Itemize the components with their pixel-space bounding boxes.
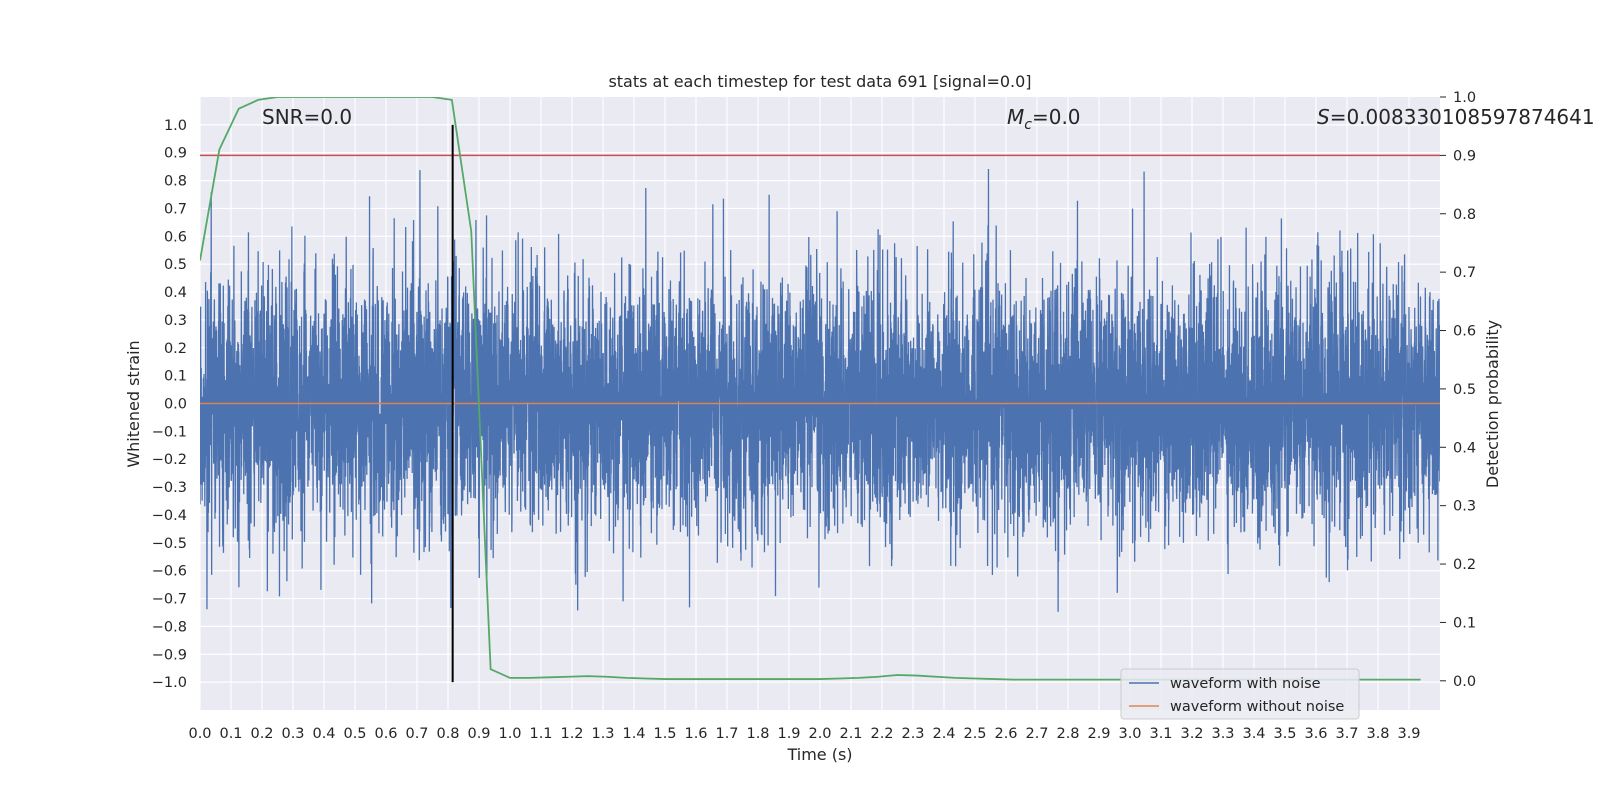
x-tick-label: 0.3 <box>281 726 304 742</box>
x-tick-label: 2.3 <box>901 726 924 742</box>
x-tick-label: 1.0 <box>498 726 521 742</box>
right-tick-label: 0.7 <box>1453 265 1476 281</box>
right-tick-label: 1.0 <box>1453 90 1476 106</box>
x-tick-label: 3.0 <box>1118 726 1141 742</box>
y-tick-label: −0.8 <box>152 619 187 635</box>
y-tick-label: 0.6 <box>164 229 187 245</box>
y-tick-label: 0.2 <box>164 341 187 357</box>
x-tick-label: 0.2 <box>250 726 273 742</box>
x-tick-label: 1.8 <box>746 726 769 742</box>
x-tick-label: 2.6 <box>994 726 1017 742</box>
x-tick-label: 1.4 <box>622 726 645 742</box>
x-tick-label: 0.8 <box>436 726 459 742</box>
legend-label-clean: waveform without noise <box>1170 699 1344 715</box>
right-tick-label: 0.1 <box>1453 615 1476 631</box>
x-tick-label: 2.7 <box>1025 726 1048 742</box>
x-tick-label: 3.9 <box>1397 726 1420 742</box>
series-waveform-with-noise <box>200 169 1440 612</box>
right-axis-ticks: 1.0 0.9 0.8 0.7 0.6 0.5 0.4 0.3 0.2 0.1 0.0 <box>1440 90 1476 690</box>
x-axis-label: Time (s) <box>786 745 852 764</box>
x-tick-label: 3.6 <box>1304 726 1327 742</box>
x-tick-label: 1.5 <box>653 726 676 742</box>
x-tick-label: 0.1 <box>219 726 242 742</box>
legend-box <box>1120 668 1360 720</box>
x-tick-label: 2.4 <box>932 726 955 742</box>
x-tick-label: 3.1 <box>1149 726 1172 742</box>
chirp-mass-subscript: c <box>1024 117 1032 133</box>
right-tick-label: 0.0 <box>1453 674 1476 690</box>
legend-label-noisy: waveform with noise <box>1170 676 1321 692</box>
y-tick-label: −0.5 <box>152 536 187 552</box>
y-tick-label: −0.9 <box>152 647 187 663</box>
x-tick-label: 1.1 <box>529 726 552 742</box>
x-tick-label: 2.5 <box>963 726 986 742</box>
snr-annotation: SNR=0.0 <box>262 105 352 129</box>
x-tick-label: 1.3 <box>591 726 614 742</box>
y-tick-label: 0.8 <box>164 174 187 190</box>
y-tick-label: 0.0 <box>164 397 187 413</box>
x-tick-label: 1.6 <box>684 726 707 742</box>
y-axis-ticks: 1.0 0.9 0.8 0.7 0.6 0.5 0.4 0.3 0.2 0.1 0.0 −0.1 −0.… <box>152 118 187 691</box>
x-tick-label: 0.7 <box>405 726 428 742</box>
right-tick-label: 0.3 <box>1453 499 1476 515</box>
y-tick-label: −0.7 <box>152 592 187 608</box>
right-tick-label: 0.6 <box>1453 324 1476 340</box>
y-tick-label: −1.0 <box>152 675 187 691</box>
x-tick-label: 3.5 <box>1273 726 1296 742</box>
x-tick-label: 1.9 <box>777 726 800 742</box>
y-tick-label: −0.2 <box>152 452 187 468</box>
y-tick-label: 0.7 <box>164 201 187 217</box>
y-tick-label: 0.3 <box>164 313 187 329</box>
x-axis-ticks: 0.0 0.1 0.2 0.3 0.4 0.5 0.6 0.7 0.8 0.9 1.0 1.1 1.2 1… <box>188 726 1420 742</box>
x-tick-label: 0.4 <box>312 726 335 742</box>
s-annotation: S=0.008330108597874641 <box>1317 105 1595 129</box>
x-tick-label: 3.7 <box>1335 726 1358 742</box>
chirp-mass-annotation: Mc=0.0 <box>1007 105 1081 133</box>
y-tick-label: 1.0 <box>164 118 187 134</box>
x-tick-label: 3.3 <box>1211 726 1234 742</box>
y-tick-label: 0.9 <box>164 146 187 162</box>
right-tick-label: 0.8 <box>1453 207 1476 223</box>
x-tick-label: 0.0 <box>188 726 211 742</box>
chart-title: stats at each timestep for test data 691… <box>608 72 1031 91</box>
x-tick-label: 1.2 <box>560 726 583 742</box>
y-tick-label: −0.3 <box>152 480 187 496</box>
x-tick-label: 0.9 <box>467 726 490 742</box>
y-tick-label: −0.6 <box>152 564 187 580</box>
s-symbol: S <box>1317 105 1330 129</box>
y-tick-label: 0.5 <box>164 257 187 273</box>
y-tick-label: −0.4 <box>152 508 187 524</box>
x-tick-label: 3.8 <box>1366 726 1389 742</box>
x-tick-label: 2.9 <box>1087 726 1110 742</box>
right-axis-label: Detection probability <box>1483 320 1502 488</box>
y-tick-label: −0.1 <box>152 424 187 440</box>
x-tick-label: 0.5 <box>343 726 366 742</box>
x-tick-label: 2.8 <box>1056 726 1079 742</box>
x-tick-label: 2.2 <box>870 726 893 742</box>
x-tick-label: 2.1 <box>839 726 862 742</box>
y-axis-label: Whitened strain <box>124 340 143 467</box>
y-tick-label: 0.4 <box>164 285 187 301</box>
x-tick-label: 2.0 <box>808 726 831 742</box>
right-tick-label: 0.4 <box>1453 440 1476 456</box>
right-tick-label: 0.9 <box>1453 148 1476 164</box>
x-tick-label: 0.6 <box>374 726 397 742</box>
y-tick-label: 0.1 <box>164 369 187 385</box>
s-value: =0.008330108597874641 <box>1330 105 1595 129</box>
x-tick-label: 3.4 <box>1242 726 1265 742</box>
right-tick-label: 0.5 <box>1453 382 1476 398</box>
chirp-mass-value: =0.0 <box>1032 105 1081 129</box>
x-tick-label: 1.7 <box>715 726 738 742</box>
x-tick-label: 3.2 <box>1180 726 1203 742</box>
chirp-mass-symbol: M <box>1007 105 1024 129</box>
right-tick-label: 0.2 <box>1453 557 1476 573</box>
legend: waveform with noise waveform without noi… <box>1120 668 1360 720</box>
